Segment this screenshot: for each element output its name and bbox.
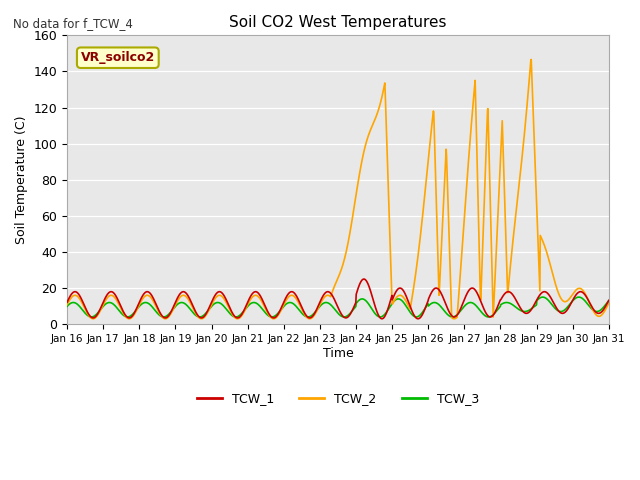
TCW_2 (541, 245, 549, 251)
TCW_2 (605, 300, 612, 306)
TCW_1 (360, 276, 367, 282)
TCW_3 (605, 298, 612, 304)
Line: TCW_2: TCW_2 (67, 60, 609, 319)
TCW_1 (63, 300, 71, 305)
Legend: TCW_1, TCW_2, TCW_3: TCW_1, TCW_2, TCW_3 (192, 387, 484, 410)
TCW_3 (422, 304, 430, 310)
TCW_1 (244, 298, 252, 304)
TCW_1 (423, 302, 431, 308)
TCW_1 (541, 289, 549, 295)
TCW_3 (171, 305, 179, 311)
TCW_2 (244, 300, 252, 306)
TCW_2 (90, 316, 97, 322)
TCW_1 (184, 292, 191, 298)
TCW_2 (171, 303, 179, 309)
Title: Soil CO2 West Temperatures: Soil CO2 West Temperatures (229, 15, 447, 30)
Text: No data for f_TCW_4: No data for f_TCW_4 (13, 17, 132, 30)
TCW_3 (575, 294, 582, 300)
TCW_3 (493, 308, 501, 313)
TCW_2 (63, 302, 71, 308)
Text: VR_soilco2: VR_soilco2 (81, 51, 155, 64)
TCW_1 (493, 304, 501, 310)
TCW_3 (541, 295, 548, 300)
Y-axis label: Soil Temperature (C): Soil Temperature (C) (15, 116, 28, 244)
TCW_1 (414, 316, 422, 322)
TCW_2 (493, 234, 501, 240)
TCW_1 (171, 301, 179, 307)
TCW_1 (605, 298, 612, 303)
TCW_3 (184, 303, 191, 309)
TCW_3 (268, 314, 276, 320)
Line: TCW_3: TCW_3 (67, 297, 609, 317)
TCW_2 (184, 296, 192, 302)
Line: TCW_1: TCW_1 (67, 279, 609, 319)
TCW_3 (244, 303, 252, 309)
X-axis label: Time: Time (323, 347, 353, 360)
TCW_3 (63, 303, 71, 309)
TCW_2 (422, 178, 430, 183)
TCW_2 (527, 57, 535, 62)
